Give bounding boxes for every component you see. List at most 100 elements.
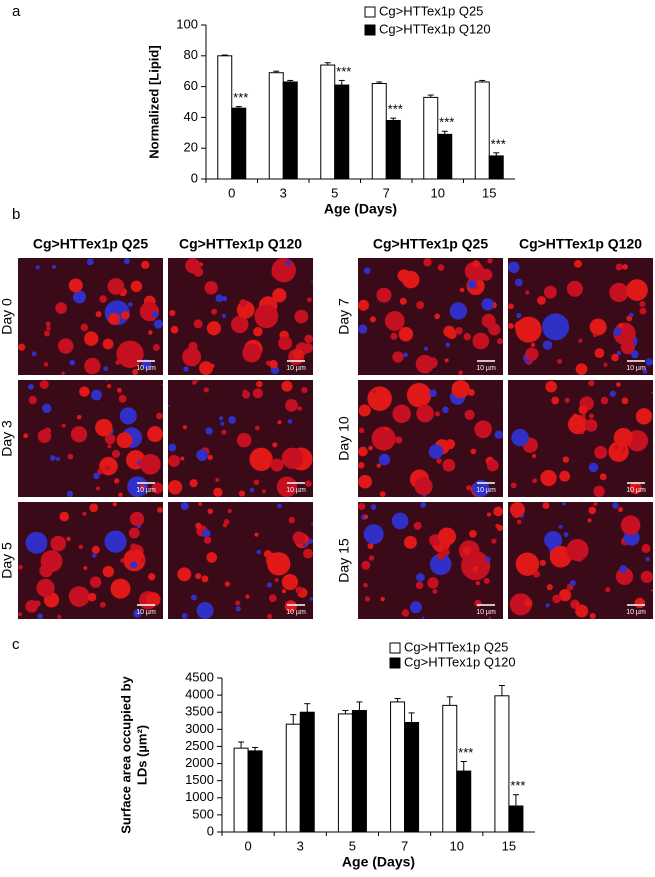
dot	[87, 258, 94, 265]
dot	[281, 381, 292, 392]
bar	[248, 751, 262, 832]
dot	[566, 539, 588, 561]
dot	[484, 578, 490, 584]
dot	[219, 416, 223, 420]
dot	[616, 382, 621, 387]
dot	[511, 482, 517, 488]
dot	[614, 428, 633, 447]
dot	[369, 555, 374, 560]
dot	[267, 582, 272, 587]
dot	[52, 265, 56, 269]
dot	[182, 347, 201, 366]
dot	[589, 413, 594, 418]
dot	[525, 347, 538, 360]
dot	[285, 399, 298, 412]
dot	[272, 442, 277, 447]
dot	[543, 340, 552, 349]
dot	[358, 475, 372, 489]
dot	[69, 278, 83, 292]
panel-label: c	[12, 636, 20, 653]
dot	[416, 581, 424, 589]
dot	[42, 404, 51, 413]
row-label: Day 15	[336, 538, 352, 583]
dot	[152, 311, 158, 317]
dot	[622, 264, 628, 270]
dot	[192, 380, 197, 385]
dot	[77, 415, 82, 420]
dot	[488, 323, 500, 335]
dot	[180, 457, 184, 461]
dot	[532, 478, 537, 483]
micrograph	[358, 380, 503, 497]
dot	[525, 290, 529, 294]
dot	[582, 414, 586, 418]
dot	[470, 449, 476, 455]
dot	[641, 544, 650, 553]
dot	[626, 279, 648, 301]
dot	[18, 565, 23, 570]
significance-label: ***	[336, 64, 351, 79]
y-tick-label: 3000	[185, 721, 214, 736]
dot	[575, 605, 588, 618]
dot	[254, 304, 278, 328]
dot	[168, 405, 170, 407]
dot	[103, 566, 114, 577]
dot	[156, 413, 163, 420]
dot	[249, 448, 272, 471]
dot	[601, 397, 609, 405]
dot	[207, 509, 213, 515]
dot	[25, 600, 38, 613]
dot	[103, 366, 108, 371]
dot	[385, 311, 405, 331]
dot	[108, 313, 120, 325]
dot	[83, 566, 87, 570]
dot	[416, 573, 425, 582]
dot	[593, 333, 597, 337]
dot	[304, 335, 313, 344]
dot	[272, 288, 286, 302]
dot	[472, 260, 479, 267]
dot	[289, 517, 295, 523]
legend-label: Cg>HTTex1p Q25	[379, 3, 483, 18]
dot	[18, 258, 19, 259]
dot	[445, 358, 449, 362]
dot	[414, 522, 422, 530]
dot	[466, 485, 472, 491]
dot	[190, 479, 198, 487]
dot	[195, 573, 201, 579]
dot	[497, 338, 503, 344]
legend-swatch	[390, 643, 400, 653]
dot	[29, 374, 30, 375]
dot	[129, 528, 140, 539]
dot	[90, 576, 101, 587]
y-tick-label: 1500	[185, 772, 214, 787]
micrograph	[358, 502, 503, 619]
scale-bar-label: 10 µm	[286, 487, 306, 494]
dot	[502, 403, 503, 404]
dot	[215, 478, 219, 482]
dot	[272, 268, 283, 279]
dot	[576, 363, 588, 375]
dot	[621, 515, 641, 535]
dot	[559, 471, 570, 482]
dot	[516, 317, 542, 343]
panel-label: a	[12, 3, 21, 20]
dot	[445, 343, 450, 348]
bar	[300, 712, 314, 832]
dot	[395, 436, 402, 443]
dot	[588, 380, 594, 386]
dot	[228, 509, 232, 513]
dot	[465, 410, 475, 420]
dot	[392, 513, 409, 530]
dot	[364, 515, 368, 519]
dot	[303, 548, 313, 558]
dot	[593, 502, 597, 506]
dot	[254, 533, 258, 537]
legend-label: Cg>HTTex1p Q120	[404, 654, 516, 669]
dot	[282, 448, 303, 469]
dot	[58, 338, 73, 353]
dot	[594, 446, 607, 459]
dot	[294, 310, 308, 324]
dot	[128, 302, 133, 307]
dot	[191, 595, 197, 601]
